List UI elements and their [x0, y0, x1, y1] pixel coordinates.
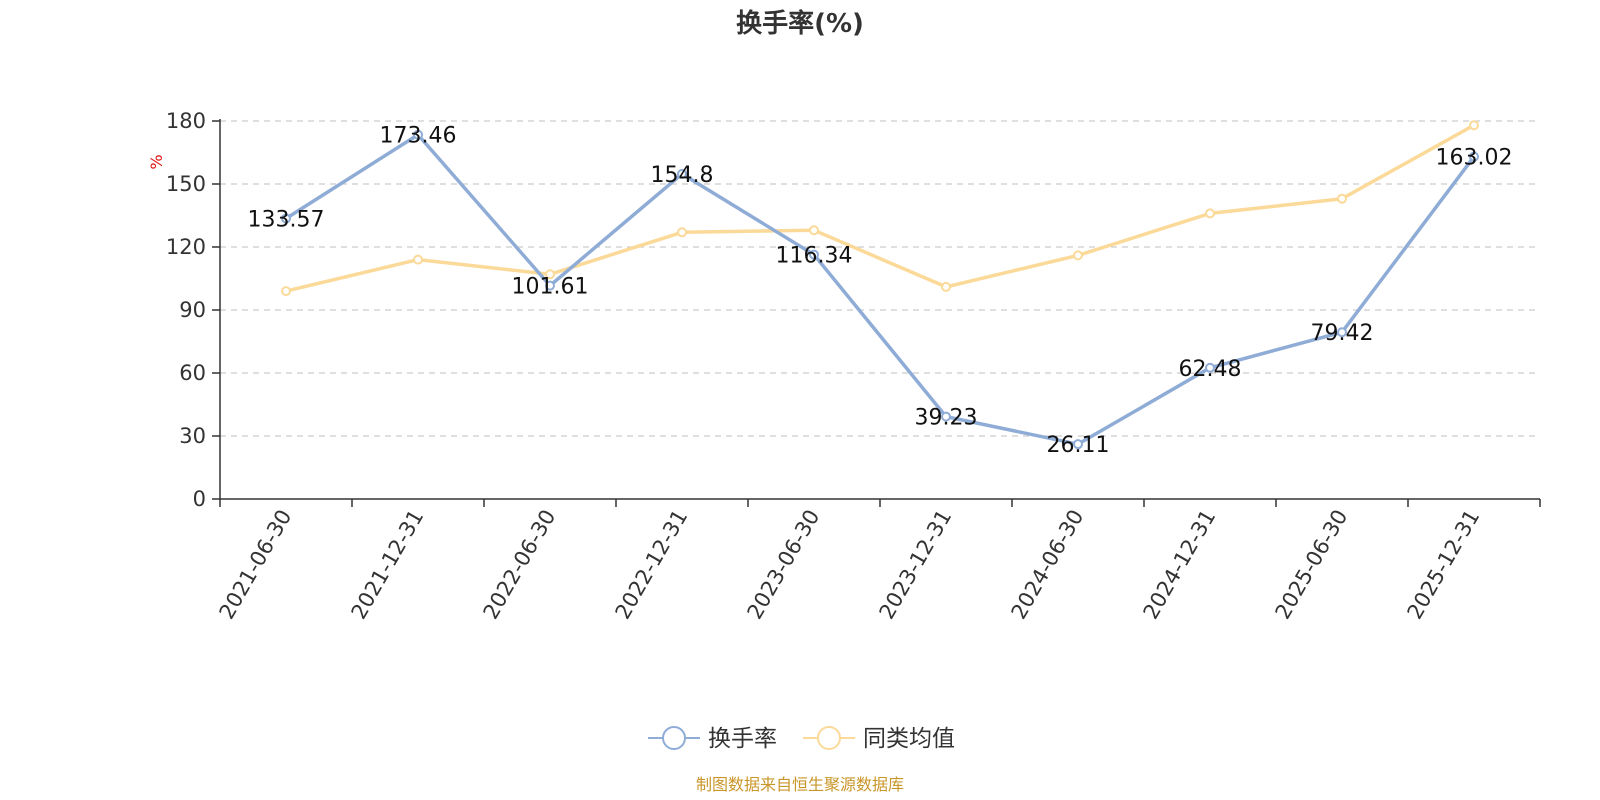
series-group	[281, 120, 1479, 450]
x-tick-label: 2023-06-30	[743, 506, 825, 624]
data-point[interactable]	[1073, 250, 1083, 261]
data-label: 116.34	[776, 244, 853, 269]
data-point[interactable]	[1205, 362, 1215, 373]
data-point[interactable]	[677, 227, 687, 238]
data-labels: 133.57 173.46 101.61 154.8 116.34 39.23 26.11 6…	[248, 124, 1513, 458]
data-label: 173.46	[380, 124, 457, 149]
data-point[interactable]	[545, 269, 555, 280]
legend-item-1[interactable]: 同类均值	[803, 726, 955, 752]
y-axis-label: %	[147, 154, 166, 169]
y-tick-label: 150	[166, 172, 206, 196]
data-label: 62.48	[1179, 357, 1242, 382]
series-line-0	[285, 132, 1476, 446]
data-label: 39.23	[915, 406, 978, 431]
data-point[interactable]	[413, 254, 423, 265]
data-point[interactable]	[1337, 327, 1347, 338]
data-point[interactable]	[545, 280, 555, 291]
legend-label: 同类均值	[863, 726, 955, 752]
data-point[interactable]	[941, 411, 951, 422]
y-tick-label: 90	[179, 298, 206, 322]
x-tick-label: 2022-12-31	[611, 506, 693, 624]
legend-label: 换手率	[708, 726, 777, 752]
data-point[interactable]	[677, 168, 687, 179]
data-point[interactable]	[1337, 193, 1347, 204]
legend-marker-icon	[817, 726, 841, 750]
x-tick-label: 2024-06-30	[1007, 506, 1089, 624]
x-tick-label: 2025-12-31	[1403, 506, 1485, 624]
data-point[interactable]	[1205, 208, 1215, 219]
data-point[interactable]	[281, 213, 291, 224]
data-point[interactable]	[1469, 120, 1479, 131]
legend-item-0[interactable]: 换手率	[648, 726, 777, 752]
y-tick-label: 30	[179, 424, 206, 448]
y-tick-label: 120	[166, 235, 206, 259]
data-label: 133.57	[248, 208, 325, 233]
data-source-note: 制图数据来自恒生聚源数据库	[696, 775, 904, 794]
x-tick-label: 2023-12-31	[875, 506, 957, 624]
grid-lines	[220, 120, 1540, 437]
data-point[interactable]	[941, 281, 951, 292]
data-point[interactable]	[413, 129, 423, 140]
legend-marker-icon	[662, 726, 686, 750]
series-line-1	[285, 123, 1475, 293]
axes: 0 30 60 90 120 150 180 2021-06-30 2021-12-31 2022…	[166, 109, 1541, 624]
data-point[interactable]	[281, 286, 291, 297]
data-label: 154.8	[651, 163, 714, 188]
data-label: 163.02	[1436, 146, 1513, 171]
x-tick-label: 2022-06-30	[479, 506, 561, 624]
x-tick-label: 2021-12-31	[347, 506, 429, 624]
data-label: 26.11	[1047, 433, 1110, 458]
x-tick-label: 2021-06-30	[215, 506, 297, 624]
y-tick-label: 180	[166, 109, 206, 133]
chart-title: 换手率(%)	[736, 8, 864, 39]
y-tick-label: 0	[193, 487, 206, 511]
data-point[interactable]	[1469, 151, 1479, 162]
x-tick-label: 2024-12-31	[1139, 506, 1221, 624]
y-tick-label: 60	[179, 361, 206, 385]
data-point[interactable]	[809, 225, 819, 236]
data-label: 101.61	[512, 275, 589, 300]
legend[interactable]: 换手率 同类均值	[648, 726, 955, 752]
data-label: 79.42	[1311, 321, 1374, 346]
data-point[interactable]	[809, 249, 819, 260]
x-tick-label: 2025-06-30	[1271, 506, 1353, 624]
data-point[interactable]	[1073, 439, 1083, 450]
